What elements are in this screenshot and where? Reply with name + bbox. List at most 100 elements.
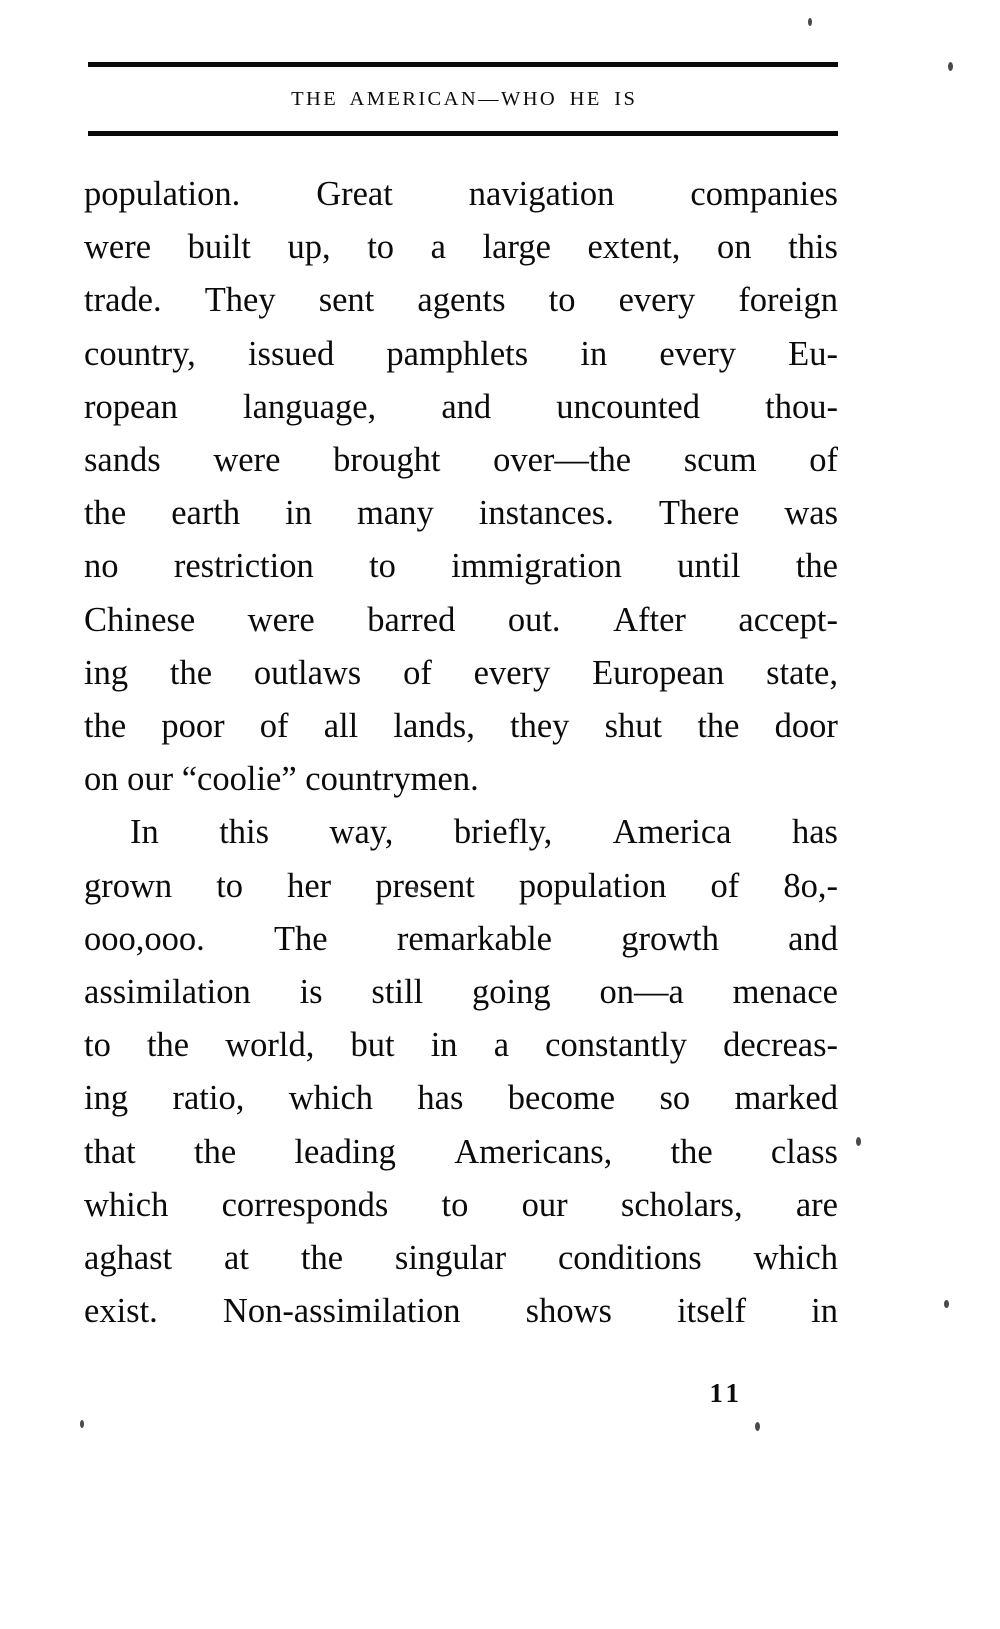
word: that bbox=[84, 1132, 136, 1171]
word: this bbox=[219, 813, 270, 852]
word: immigration bbox=[451, 547, 622, 586]
word: has bbox=[417, 1079, 464, 1118]
text-line: which corresponds to our scholars, are bbox=[84, 1179, 838, 1232]
word: built bbox=[187, 228, 251, 267]
word: the bbox=[300, 1239, 344, 1278]
text-line: ropean language, and uncounted thou- bbox=[84, 381, 838, 434]
word: over—the bbox=[493, 441, 632, 480]
word: the bbox=[670, 1132, 713, 1171]
word: all bbox=[323, 707, 359, 746]
word: was bbox=[784, 494, 838, 533]
word: in bbox=[430, 1026, 458, 1065]
word: many bbox=[357, 494, 434, 533]
text-line: Chinese were barred out. After accept- bbox=[84, 594, 838, 647]
word: Americans, bbox=[454, 1132, 613, 1171]
word: barred bbox=[367, 600, 456, 639]
text-line: exist. Non-assimilation shows itself in bbox=[84, 1285, 838, 1338]
word: remarkable bbox=[396, 919, 552, 958]
word: has bbox=[791, 813, 838, 852]
header-rule-top bbox=[88, 62, 838, 67]
word: on—a bbox=[599, 973, 684, 1012]
text-line: ing ratio, which has become so marked bbox=[84, 1072, 838, 1125]
word: of bbox=[710, 866, 740, 905]
word: instances. bbox=[478, 494, 614, 533]
word: ooo,ooo. bbox=[84, 919, 205, 958]
word: conditions bbox=[557, 1239, 702, 1278]
word: menace bbox=[732, 973, 838, 1012]
word: of bbox=[809, 441, 838, 480]
scan-speck bbox=[755, 1422, 760, 1431]
word: this bbox=[788, 228, 838, 267]
word: which bbox=[753, 1239, 838, 1278]
word: were bbox=[247, 600, 315, 639]
page-number: 11 bbox=[709, 1378, 743, 1408]
word: a bbox=[430, 228, 446, 267]
word: agents bbox=[417, 281, 506, 320]
word: briefly, bbox=[453, 813, 553, 852]
word: her bbox=[287, 866, 332, 905]
text-line: aghast at the singular conditions which bbox=[84, 1232, 838, 1285]
word: present bbox=[375, 866, 475, 905]
text-line: trade. They sent agents to every foreign bbox=[84, 274, 838, 327]
word: There bbox=[658, 494, 740, 533]
word: uncounted bbox=[556, 387, 700, 426]
word: They bbox=[204, 281, 276, 320]
word: pamphlets bbox=[386, 334, 529, 373]
word: become bbox=[507, 1079, 616, 1118]
word: of bbox=[259, 707, 289, 746]
word: issued bbox=[247, 334, 335, 373]
word: a bbox=[493, 1026, 510, 1065]
word: which bbox=[84, 1185, 169, 1224]
word: ing bbox=[84, 1079, 129, 1118]
word: of bbox=[403, 653, 432, 692]
text-line: were built up, to a large extent, on this bbox=[84, 221, 838, 274]
word: The bbox=[273, 919, 328, 958]
word: trade. bbox=[84, 281, 162, 320]
word: thou- bbox=[765, 387, 838, 426]
header-rule-bottom bbox=[88, 131, 838, 136]
word: outlaws bbox=[253, 653, 362, 692]
text-line: to the world, but in a constantly decreas- bbox=[84, 1019, 838, 1072]
word: Eu- bbox=[788, 334, 838, 373]
word: language, bbox=[243, 387, 377, 426]
word: were bbox=[213, 441, 281, 480]
word: decreas- bbox=[723, 1026, 838, 1065]
header-title-row: THE AMERICAN—WHO HE IS bbox=[88, 67, 838, 131]
word: population bbox=[518, 866, 667, 905]
word: to bbox=[367, 228, 395, 267]
word: until bbox=[677, 547, 741, 586]
word: the bbox=[193, 1132, 237, 1171]
word: Non-assimilation bbox=[222, 1292, 461, 1331]
word: companies bbox=[690, 175, 838, 213]
word: shows bbox=[525, 1292, 612, 1331]
scan-speck bbox=[414, 886, 418, 893]
word: in bbox=[285, 494, 313, 533]
word: sent bbox=[318, 281, 375, 320]
word: ing bbox=[84, 653, 129, 692]
scan-speck bbox=[948, 62, 953, 71]
word: corresponds bbox=[221, 1185, 389, 1224]
word: to bbox=[369, 547, 396, 586]
word: earth bbox=[171, 494, 241, 533]
word: going bbox=[472, 973, 551, 1012]
text-line: population. Great navigation companies bbox=[84, 168, 838, 221]
scan-speck bbox=[808, 18, 812, 26]
word: ropean bbox=[84, 387, 178, 426]
word: sands bbox=[84, 441, 161, 480]
word: singular bbox=[394, 1239, 507, 1278]
scan-speck bbox=[80, 1420, 84, 1428]
scan-speck bbox=[856, 1137, 861, 1146]
scan-speck bbox=[944, 1300, 949, 1308]
word: After bbox=[613, 600, 686, 639]
word: were bbox=[84, 228, 152, 267]
word: out. bbox=[507, 600, 561, 639]
word: which bbox=[288, 1079, 374, 1118]
text-line: assimilation is still going on—a menace bbox=[84, 966, 838, 1019]
word: to bbox=[84, 1026, 111, 1065]
word: still bbox=[371, 973, 424, 1012]
word: restriction bbox=[173, 547, 314, 586]
word: America bbox=[612, 813, 732, 852]
word: scholars, bbox=[620, 1185, 743, 1224]
word: extent, bbox=[587, 228, 681, 267]
word: the bbox=[146, 1026, 190, 1065]
